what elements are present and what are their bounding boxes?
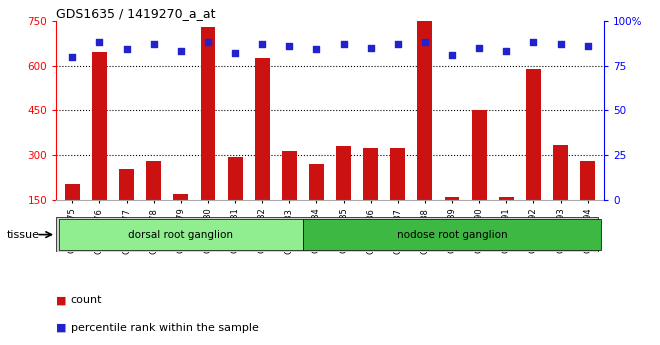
Text: dorsal root ganglion: dorsal root ganglion (128, 230, 234, 239)
Point (339, 41, 349, 47)
Bar (201, 27, 215, 245)
Bar (580, 161, 595, 245)
Point (474, 45, 484, 50)
Point (528, 39, 539, 45)
Point (94, 39, 105, 45)
Point (230, 50, 240, 56)
FancyBboxPatch shape (303, 219, 601, 250)
Point (203, 39, 213, 45)
Bar (553, 145, 568, 245)
Bar (228, 157, 242, 245)
Bar (526, 69, 541, 245)
Point (393, 41, 403, 47)
Text: tissue: tissue (7, 230, 40, 239)
Point (447, 52, 457, 58)
Bar (92, 52, 107, 245)
Point (582, 43, 593, 49)
Bar (499, 197, 513, 245)
Bar (418, 19, 432, 245)
Bar (282, 151, 297, 245)
Bar (445, 197, 459, 245)
Point (501, 48, 512, 54)
Point (257, 41, 267, 47)
Bar (147, 161, 161, 245)
Bar (472, 110, 486, 245)
Text: ■: ■ (56, 323, 67, 333)
Text: GDS1635 / 1419270_a_at: GDS1635 / 1419270_a_at (56, 7, 216, 20)
Point (555, 41, 566, 47)
Bar (336, 146, 351, 245)
Point (176, 48, 186, 54)
Point (366, 45, 376, 50)
Point (284, 43, 294, 49)
Point (67, 54, 78, 59)
Bar (65, 184, 80, 245)
Point (148, 41, 159, 47)
Bar (390, 148, 405, 245)
Text: ■: ■ (56, 295, 67, 305)
Bar (309, 164, 324, 245)
Bar (174, 194, 188, 245)
Point (420, 39, 430, 45)
Point (311, 47, 321, 52)
FancyBboxPatch shape (59, 219, 303, 250)
Bar (119, 169, 134, 245)
Bar (255, 58, 270, 245)
Text: nodose root ganglion: nodose root ganglion (397, 230, 508, 239)
Text: percentile rank within the sample: percentile rank within the sample (71, 323, 259, 333)
Text: count: count (71, 295, 102, 305)
Point (121, 47, 132, 52)
Bar (363, 148, 378, 245)
